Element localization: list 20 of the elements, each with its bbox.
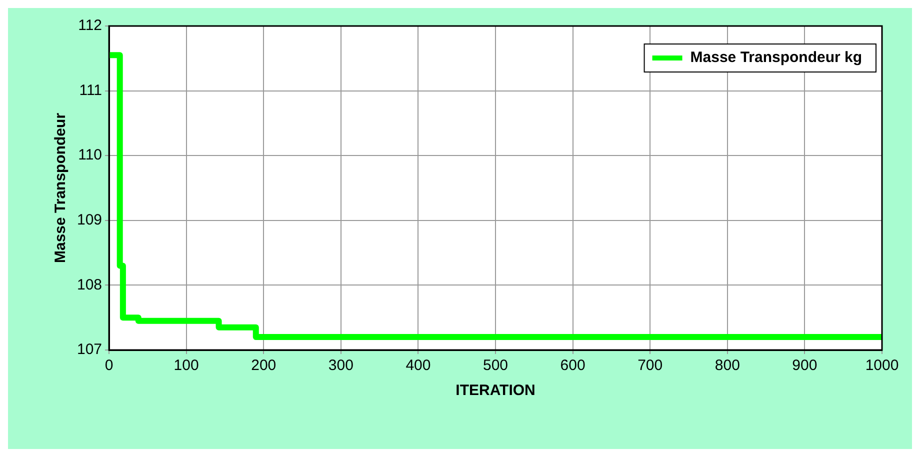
y-tick-label: 112 — [78, 17, 102, 34]
y-axis-title: Masse Transpondeur — [52, 112, 70, 264]
y-tick-label: 109 — [76, 212, 102, 229]
x-tick-label: 800 — [714, 357, 740, 374]
x-tick-label: 100 — [174, 357, 199, 374]
x-tick-label: 700 — [638, 357, 663, 374]
x-tick-label: 300 — [328, 357, 354, 374]
x-tick-label: 0 — [104, 357, 114, 374]
x-tick-label: 200 — [251, 357, 276, 374]
x-tick-label: 1000 — [865, 357, 899, 374]
y-tick-label: 107 — [76, 341, 102, 358]
x-tick-label: 500 — [483, 357, 508, 374]
x-tick-label: 400 — [406, 357, 431, 374]
x-axis-title: ITERATION — [456, 382, 536, 400]
legend-label: Masse Transpondeur kg — [690, 49, 862, 66]
y-tick-label: 110 — [78, 146, 102, 164]
y-tick-label: 111 — [79, 82, 102, 99]
x-tick-label: 900 — [792, 357, 818, 374]
x-tick-label: 600 — [560, 357, 586, 374]
y-tick-label: 108 — [76, 276, 102, 294]
